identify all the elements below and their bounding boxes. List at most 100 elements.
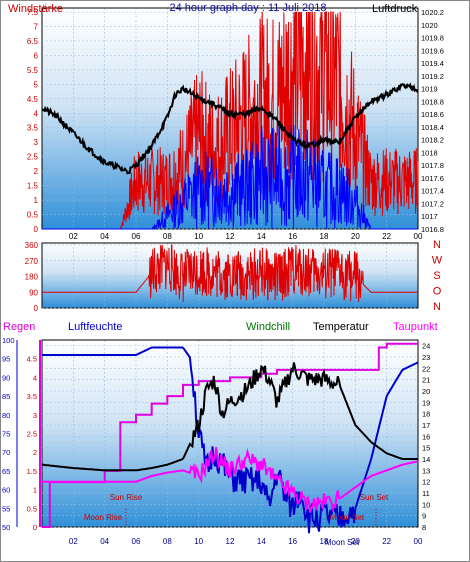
rain-axis-tick-label: 3.5: [27, 392, 37, 401]
temperature-axis-tick-label: 14: [422, 455, 430, 464]
x-axis-tick-label: 18: [320, 232, 329, 241]
graph-title: 24 hour graph day : 11 Juli 2018: [170, 2, 327, 14]
humidity-axis-tick-label: 100: [2, 336, 15, 345]
temperature-axis-tick-label: 19: [422, 398, 430, 407]
left-axis-tick-label: 4.5: [27, 95, 39, 104]
temperature-axis-tick-label: 15: [422, 444, 430, 453]
compass-label: S: [433, 270, 440, 282]
right-axis-tick-label: 1018.2: [421, 136, 444, 145]
temperature-axis-tick-label: 22: [422, 364, 430, 373]
rain-axis-tick-label: 0.5: [27, 504, 37, 513]
rain-axis-tick-label: 1: [33, 486, 37, 495]
temperature-axis-tick-label: 8: [422, 523, 426, 532]
legend-label: Regen: [3, 321, 35, 333]
right-axis-tick-label: 1018.6: [421, 110, 444, 119]
right-axis-tick-label: 1019.6: [421, 46, 444, 55]
temperature-axis-tick-label: 18: [422, 410, 430, 419]
direction-axis-tick-label: 180: [25, 273, 39, 282]
x-axis-tick-label: 16: [288, 537, 297, 546]
x-axis-tick-label: 02: [69, 232, 78, 241]
x-axis-tick-label: 12: [226, 537, 235, 546]
x-axis-tick-label: 02: [69, 537, 78, 546]
left-axis-tick-label: 2: [34, 167, 39, 176]
rain-axis-tick-label: 1.5: [27, 467, 37, 476]
right-axis-title: Luftdruck: [372, 3, 418, 15]
direction-axis-tick-label: 360: [25, 241, 39, 250]
legend-label: Taupunkt: [393, 321, 438, 333]
x-axis-tick-label: 16: [288, 232, 297, 241]
left-axis-tick-label: 1.5: [27, 182, 39, 191]
left-axis-tick-label: 2.5: [27, 153, 39, 162]
temperature-axis-tick-label: 20: [422, 387, 430, 396]
x-axis-tick-label: 06: [132, 232, 141, 241]
left-axis-tick-label: 4: [34, 109, 39, 118]
sun-rise-label: Sun Rise: [110, 493, 143, 502]
series-pressure: [41, 82, 419, 175]
x-axis-tick-label: 14: [257, 537, 266, 546]
humidity-axis-tick-label: 65: [2, 467, 10, 476]
left-axis-title: Windstärke: [8, 3, 63, 15]
right-axis-tick-label: 1019: [421, 85, 438, 94]
moon-set-axis-label: Moon Set: [325, 538, 360, 547]
humidity-axis-tick-label: 80: [2, 411, 10, 420]
rain-axis-tick-label: 0: [33, 523, 37, 532]
left-axis-tick-label: 3.5: [27, 124, 39, 133]
right-axis-tick-label: 1017: [421, 212, 438, 221]
legend-label: Temperatur: [313, 321, 369, 333]
temperature-axis-tick-label: 11: [422, 489, 430, 498]
humidity-axis-tick-label: 60: [2, 486, 10, 495]
x-axis-tick-label: 22: [382, 232, 391, 241]
x-axis-tick-label: 18: [320, 537, 329, 546]
x-axis-tick-label: 04: [100, 232, 109, 241]
right-axis-tick-label: 1018.4: [421, 123, 444, 132]
right-axis-tick-label: 1019.8: [421, 34, 444, 43]
legend-label: Luftfeuchte: [68, 321, 122, 333]
left-axis-tick-label: 0: [34, 225, 39, 234]
right-axis-tick-label: 1017.8: [421, 161, 444, 170]
x-axis-tick-label: 00: [414, 232, 423, 241]
temperature-axis-tick-label: 9: [422, 512, 426, 521]
right-axis-tick-label: 1017.6: [421, 174, 444, 183]
x-axis-tick-label: 10: [194, 537, 203, 546]
series-gusts: [42, 125, 418, 231]
humidity-axis-tick-label: 75: [2, 430, 10, 439]
moon-set-label: Moon Set: [330, 513, 365, 522]
temperature-axis-tick-label: 10: [422, 500, 430, 509]
x-axis-tick-label: 08: [163, 232, 172, 241]
direction-axis-tick-label: 90: [29, 288, 38, 297]
temperature-axis-tick-label: 12: [422, 478, 430, 487]
right-axis-tick-label: 1019.2: [421, 72, 444, 81]
right-axis-tick-label: 1019.4: [421, 59, 444, 68]
humidity-axis-tick-label: 70: [2, 448, 10, 457]
temperature-axis-tick-label: 16: [422, 432, 430, 441]
x-axis-tick-label: 08: [163, 537, 172, 546]
x-axis-tick-label: 14: [257, 232, 266, 241]
x-axis-tick-label: 00: [414, 537, 423, 546]
x-axis-tick-label: 10: [194, 232, 203, 241]
rain-axis-tick-label: 4.5: [27, 355, 37, 364]
x-axis-tick-label: 20: [351, 232, 360, 241]
direction-axis-tick-label: 270: [25, 257, 39, 266]
temperature-axis-tick-label: 17: [422, 421, 430, 430]
left-axis-tick-label: 6.5: [27, 37, 39, 46]
humidity-axis-tick-label: 50: [2, 523, 10, 532]
humidity-axis-tick-label: 95: [2, 355, 10, 364]
right-axis-tick-label: 1020: [421, 21, 438, 30]
left-axis-tick-label: 1: [34, 196, 39, 205]
rain-axis-tick-label: 2: [33, 448, 37, 457]
humidity-axis-tick-label: 55: [2, 504, 10, 513]
rain-axis-tick-label: 3: [33, 411, 37, 420]
compass-label: N: [433, 239, 441, 251]
left-axis-tick-label: 6: [34, 51, 39, 60]
x-axis-tick-label: 04: [100, 537, 109, 546]
humidity-axis-tick-label: 90: [2, 373, 10, 382]
x-axis-tick-label: 22: [382, 537, 391, 546]
direction-axis-tick-label: 0: [34, 304, 39, 313]
right-axis-tick-label: 1020.2: [421, 8, 444, 17]
right-axis-tick-label: 1018: [421, 148, 438, 157]
x-axis-tick-label: 20: [351, 537, 360, 546]
x-axis-tick-label: 06: [132, 537, 141, 546]
rain-axis-tick-label: 2.5: [27, 430, 37, 439]
left-axis-tick-label: 3: [34, 138, 39, 147]
